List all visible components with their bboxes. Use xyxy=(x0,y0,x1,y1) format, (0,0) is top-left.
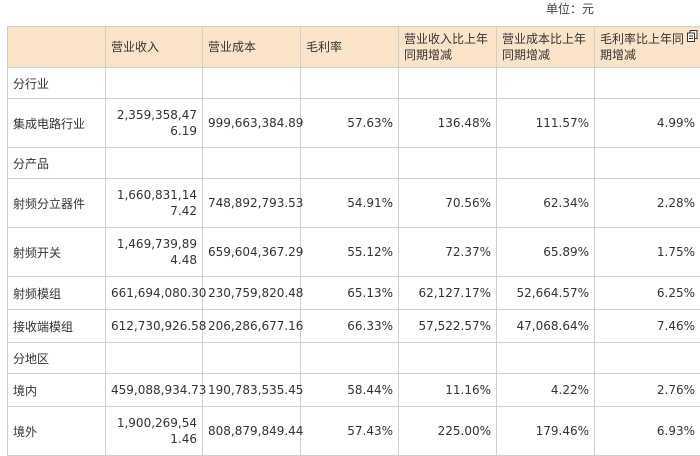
margin-value: 54.91% xyxy=(301,179,399,228)
header-cell-margin-change: 毛利率比上年同期增减 xyxy=(595,27,700,68)
revenue-change-value: 72.37% xyxy=(399,228,497,277)
margin-change-value: 1.75% xyxy=(595,228,700,277)
row-name: 境外 xyxy=(8,407,106,456)
cost-change-value: 47,068.64% xyxy=(497,310,595,343)
revenue-change-value: 136.48% xyxy=(399,99,497,148)
header-margin-change-label: 毛利率比上年同期增减 xyxy=(600,32,684,62)
margin-change-value: 6.93% xyxy=(595,407,700,456)
empty-cell xyxy=(497,343,595,374)
revenue-value: 612,730,926.58 xyxy=(106,310,203,343)
section-row-product: 分产品 xyxy=(8,148,700,179)
header-cell-cost-change: 营业成本比上年同期增减 xyxy=(497,27,595,68)
revenue-value: 1,469,739,894.48 xyxy=(106,228,203,277)
empty-cell xyxy=(301,148,399,179)
margin-change-value: 2.28% xyxy=(595,179,700,228)
table-row: 射频模组 661,694,080.30 230,759,820.48 65.13… xyxy=(8,277,700,310)
empty-cell xyxy=(595,68,700,99)
section-row-region: 分地区 xyxy=(8,343,700,374)
cost-change-value: 65.89% xyxy=(497,228,595,277)
cost-value: 808,879,849.44 xyxy=(203,407,301,456)
row-name: 集成电路行业 xyxy=(8,99,106,148)
revenue-value: 459,088,934.73 xyxy=(106,374,203,407)
header-cell-revenue: 营业收入 xyxy=(106,27,203,68)
header-cell-cost: 营业成本 xyxy=(203,27,301,68)
margin-value: 66.33% xyxy=(301,310,399,343)
empty-cell xyxy=(301,68,399,99)
row-name: 射频模组 xyxy=(8,277,106,310)
empty-cell xyxy=(203,148,301,179)
margin-value: 58.44% xyxy=(301,374,399,407)
table-row: 接收端模组 612,730,926.58 206,286,677.16 66.3… xyxy=(8,310,700,343)
empty-cell xyxy=(399,343,497,374)
table-row: 境外 1,900,269,541.46 808,879,849.44 57.43… xyxy=(8,407,700,456)
cost-value: 748,892,793.53 xyxy=(203,179,301,228)
header-cell-item xyxy=(8,27,106,68)
cost-value: 999,663,384.89 xyxy=(203,99,301,148)
empty-cell xyxy=(106,68,203,99)
row-name: 境内 xyxy=(8,374,106,407)
revenue-value: 661,694,080.30 xyxy=(106,277,203,310)
empty-cell xyxy=(399,68,497,99)
revenue-change-value: 225.00% xyxy=(399,407,497,456)
empty-cell xyxy=(595,148,700,179)
row-name: 接收端模组 xyxy=(8,310,106,343)
cost-value: 230,759,820.48 xyxy=(203,277,301,310)
section-title: 分产品 xyxy=(8,148,106,179)
copy-icon[interactable] xyxy=(687,30,698,42)
margin-value: 57.43% xyxy=(301,407,399,456)
empty-cell xyxy=(497,68,595,99)
margin-change-value: 7.46% xyxy=(595,310,700,343)
empty-cell xyxy=(399,148,497,179)
margin-change-value: 6.25% xyxy=(595,277,700,310)
margin-value: 57.63% xyxy=(301,99,399,148)
cost-value: 659,604,367.29 xyxy=(203,228,301,277)
revenue-change-value: 57,522.57% xyxy=(399,310,497,343)
header-row: 营业收入 营业成本 毛利率 营业收入比上年同期增减 营业成本比上年同期增减 毛利… xyxy=(8,27,700,68)
row-name: 射频开关 xyxy=(8,228,106,277)
empty-cell xyxy=(203,68,301,99)
revenue-cost-table: 营业收入 营业成本 毛利率 营业收入比上年同期增减 营业成本比上年同期增减 毛利… xyxy=(7,26,700,456)
margin-value: 65.13% xyxy=(301,277,399,310)
empty-cell xyxy=(301,343,399,374)
cost-change-value: 111.57% xyxy=(497,99,595,148)
header-cell-margin: 毛利率 xyxy=(301,27,399,68)
margin-value: 55.12% xyxy=(301,228,399,277)
cost-change-value: 179.46% xyxy=(497,407,595,456)
section-title: 分地区 xyxy=(8,343,106,374)
financial-table-container: 营业收入 营业成本 毛利率 营业收入比上年同期增减 营业成本比上年同期增减 毛利… xyxy=(7,26,700,456)
empty-cell xyxy=(106,343,203,374)
revenue-change-value: 70.56% xyxy=(399,179,497,228)
section-title: 分行业 xyxy=(8,68,106,99)
empty-cell xyxy=(106,148,203,179)
revenue-change-value: 62,127.17% xyxy=(399,277,497,310)
cost-value: 190,783,535.45 xyxy=(203,374,301,407)
cost-change-value: 4.22% xyxy=(497,374,595,407)
table-row: 射频分立器件 1,660,831,147.42 748,892,793.53 5… xyxy=(8,179,700,228)
empty-cell xyxy=(595,343,700,374)
unit-label: 单位：元 xyxy=(546,0,594,18)
empty-cell xyxy=(497,148,595,179)
revenue-change-value: 11.16% xyxy=(399,374,497,407)
cost-change-value: 62.34% xyxy=(497,179,595,228)
margin-change-value: 4.99% xyxy=(595,99,700,148)
row-name: 射频分立器件 xyxy=(8,179,106,228)
revenue-value: 1,660,831,147.42 xyxy=(106,179,203,228)
cost-value: 206,286,677.16 xyxy=(203,310,301,343)
table-row: 射频开关 1,469,739,894.48 659,604,367.29 55.… xyxy=(8,228,700,277)
section-row-industry: 分行业 xyxy=(8,68,700,99)
cost-change-value: 52,664.57% xyxy=(497,277,595,310)
table-row: 境内 459,088,934.73 190,783,535.45 58.44% … xyxy=(8,374,700,407)
table-row: 集成电路行业 2,359,358,476.19 999,663,384.89 5… xyxy=(8,99,700,148)
header-cell-revenue-change: 营业收入比上年同期增减 xyxy=(399,27,497,68)
margin-change-value: 2.76% xyxy=(595,374,700,407)
revenue-value: 2,359,358,476.19 xyxy=(106,99,203,148)
revenue-value: 1,900,269,541.46 xyxy=(106,407,203,456)
empty-cell xyxy=(203,343,301,374)
